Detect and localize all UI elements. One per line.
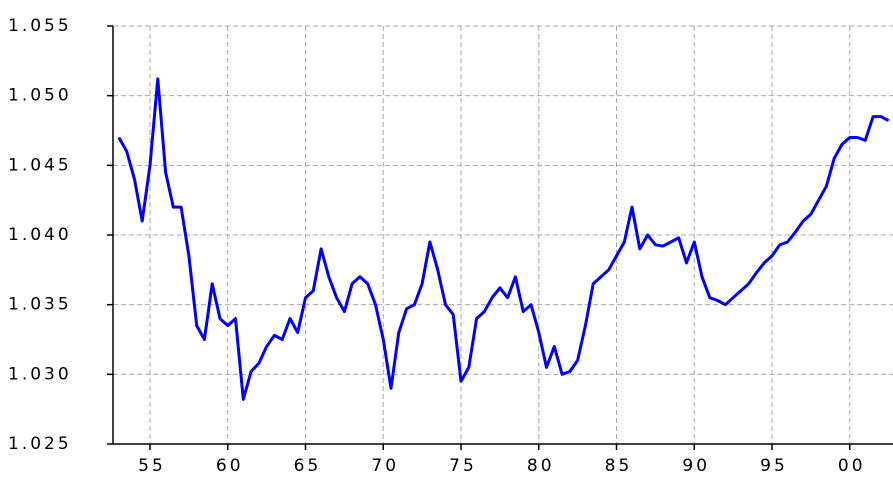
x-tick-label: 95 [760,456,788,476]
x-tick-label: 65 [294,456,322,476]
y-tick-label: 1.050 [8,86,72,106]
x-tick-label: 80 [527,456,555,476]
x-tick-label: 00 [838,456,866,476]
x-tick-label: 70 [371,456,399,476]
x-tick-label: 75 [449,456,477,476]
data-line [117,77,890,401]
y-tick-label: 1.035 [8,295,72,315]
x-tick-label: 90 [682,456,710,476]
y-tick-label: 1.025 [8,434,72,454]
y-tick-label: 1.040 [8,225,72,245]
y-tick-label: 1.055 [8,16,72,36]
x-tick-label: 85 [605,456,633,476]
y-tick-label: 1.030 [8,364,72,384]
x-tick-label: 60 [216,456,244,476]
y-tick-label: 1.045 [8,155,72,175]
x-tick-label: 55 [138,456,166,476]
